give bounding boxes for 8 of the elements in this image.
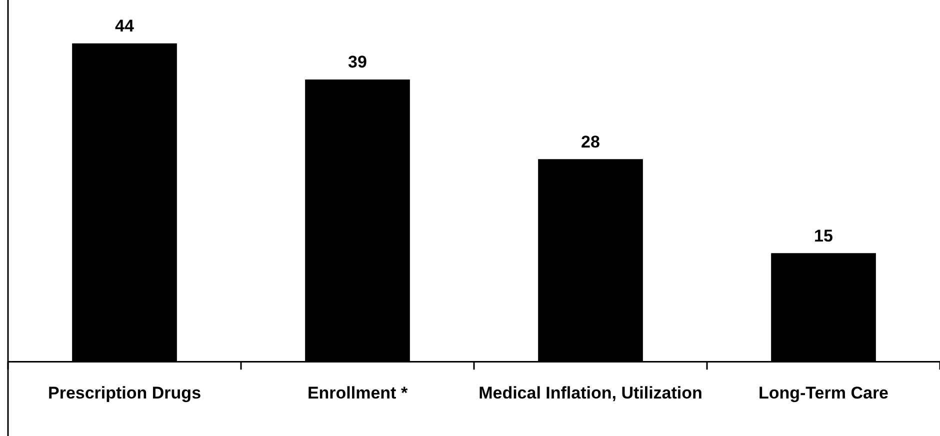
x-tick-label: Medical Inflation, Utilization [478, 383, 702, 402]
x-tick-label: Enrollment * [307, 383, 408, 402]
data-label: 28 [581, 132, 600, 152]
x-tick-label: Long-Term Care [758, 383, 889, 402]
data-label: 39 [348, 52, 367, 72]
x-tick-label: Prescription Drugs [48, 383, 202, 402]
data-label: 15 [814, 226, 833, 246]
data-label: 44 [115, 16, 134, 36]
